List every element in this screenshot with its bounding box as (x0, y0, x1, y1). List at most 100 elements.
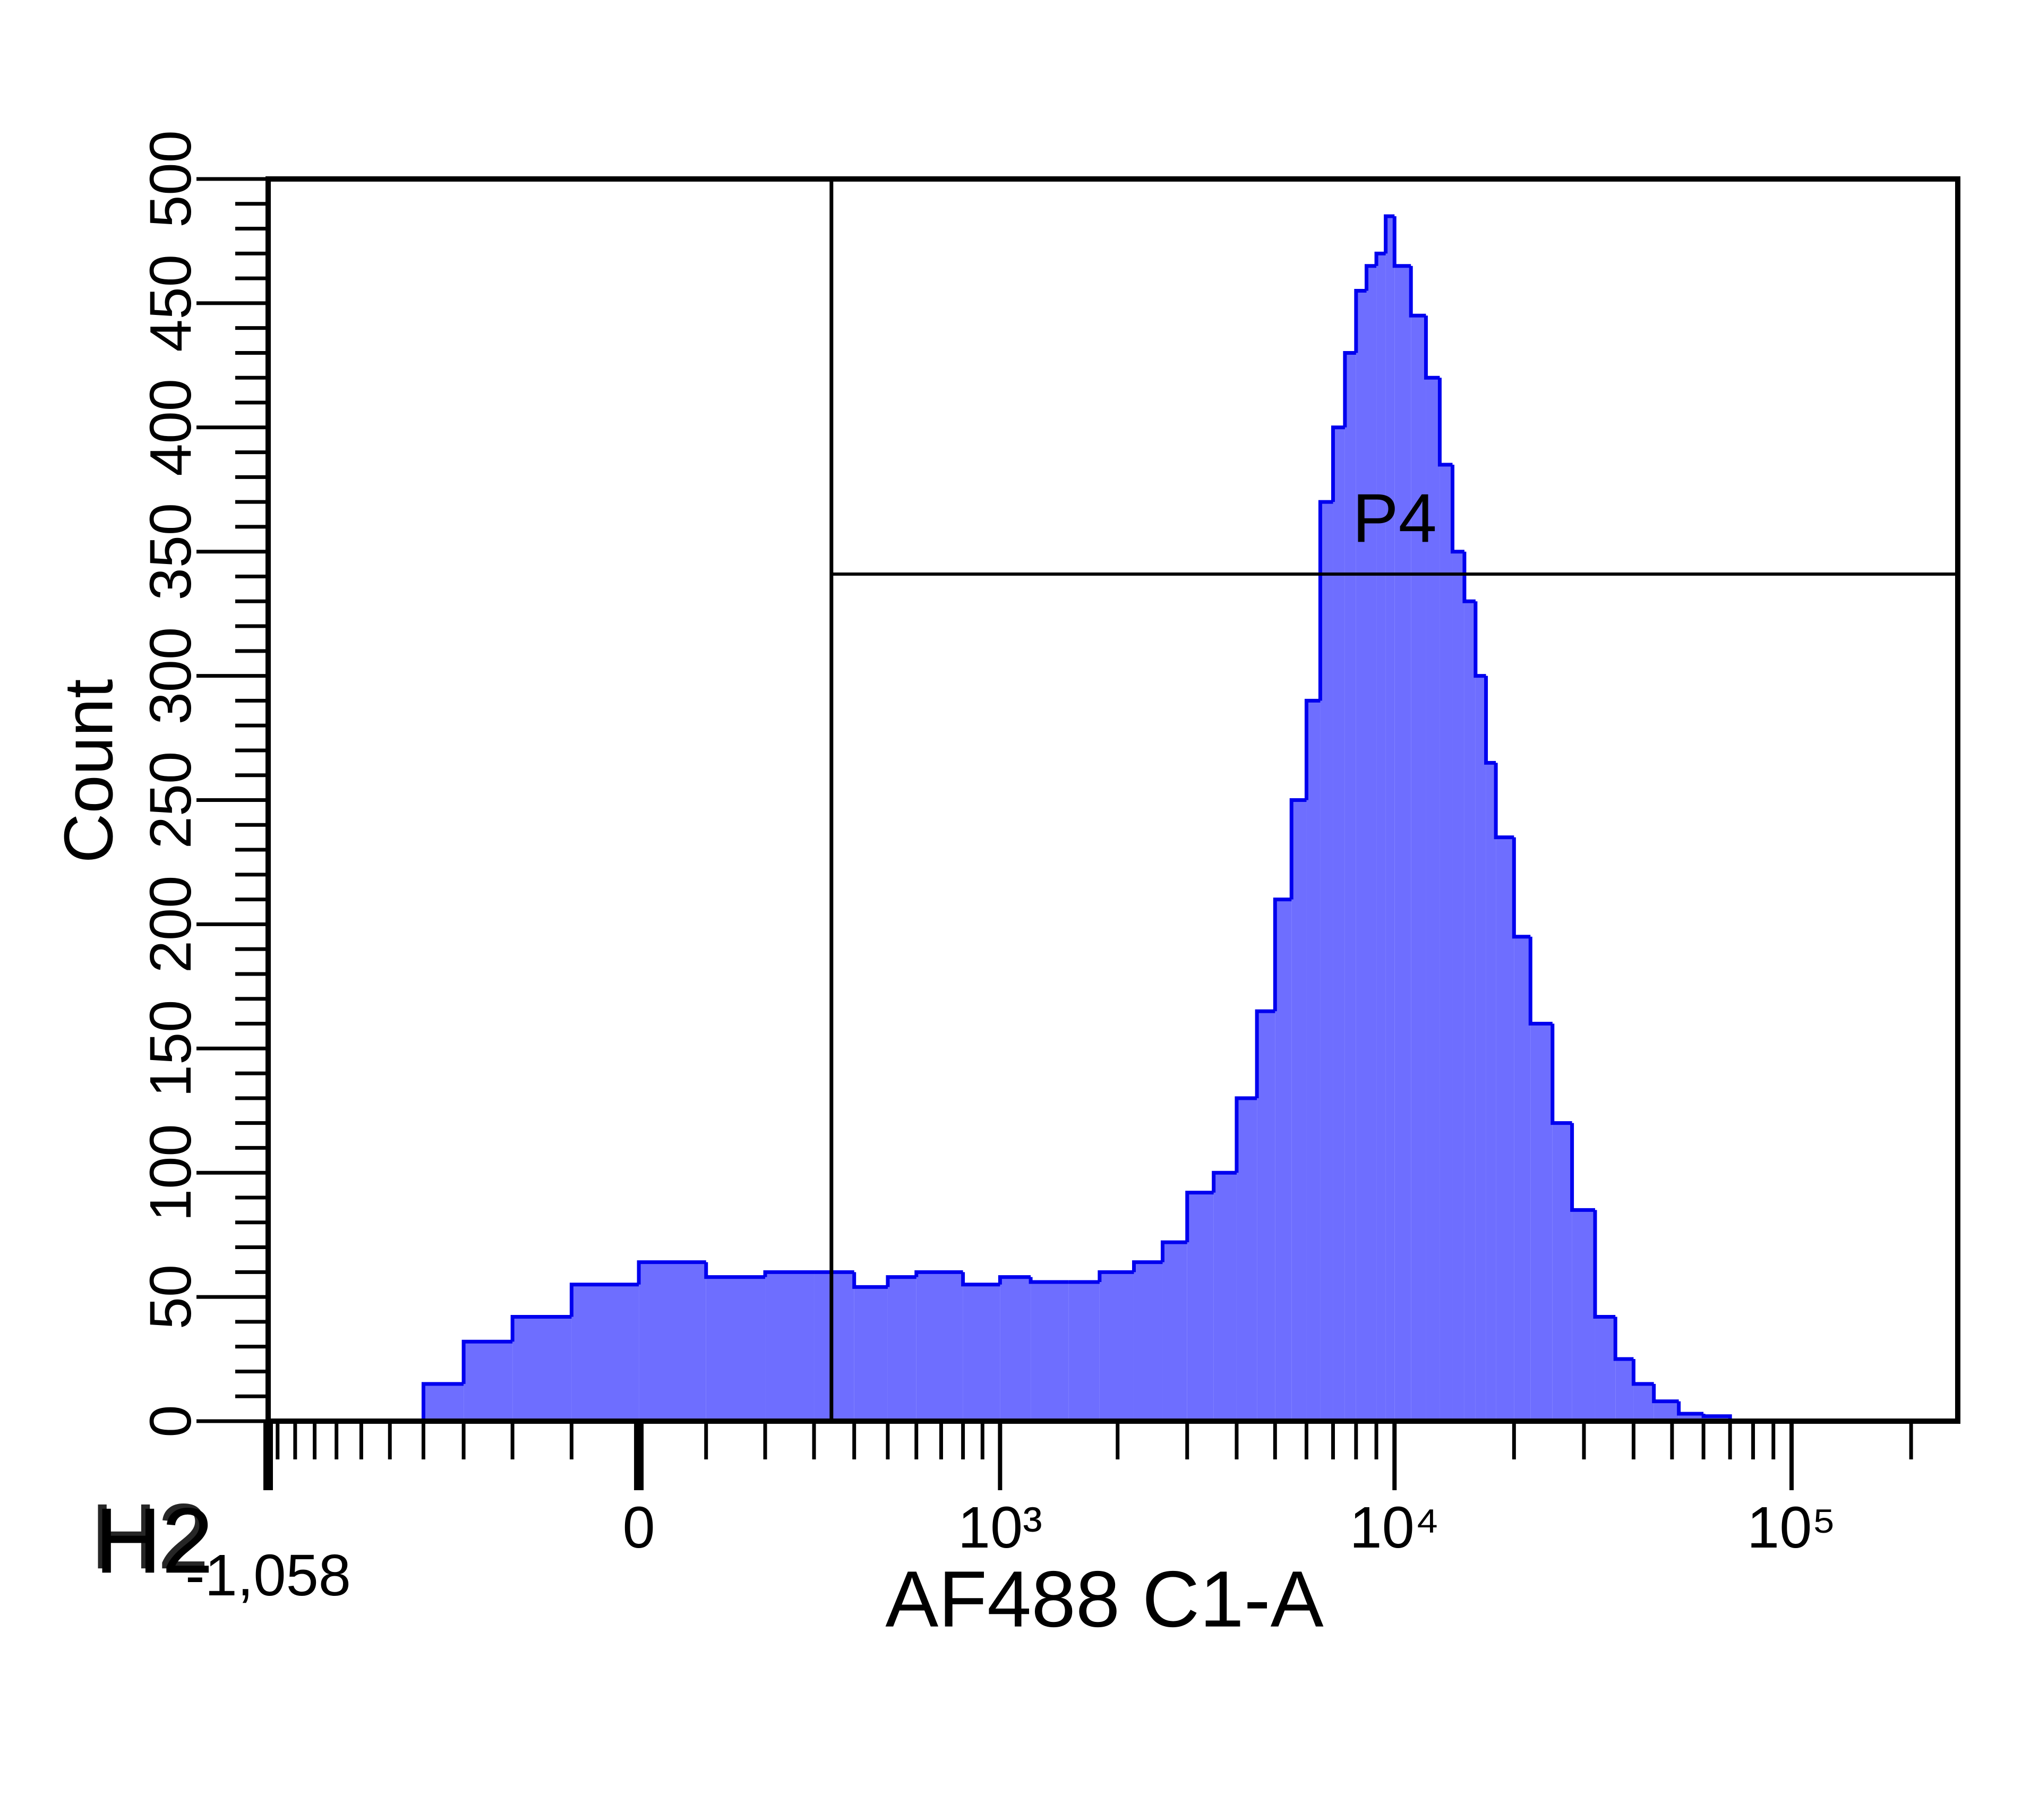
bar-edge (1365, 264, 1377, 291)
bar (1257, 1011, 1275, 1421)
bar-edge (1235, 1096, 1257, 1173)
bar-edge (1652, 1383, 1679, 1404)
bar-edge (1473, 601, 1486, 678)
bar-edge (1185, 1191, 1214, 1243)
bar-edge (569, 1283, 639, 1317)
bar-edge (1098, 1270, 1134, 1283)
bar-edge (852, 1272, 888, 1289)
bar (1464, 601, 1476, 1421)
bar (1333, 427, 1345, 1421)
bar (1595, 1317, 1616, 1421)
bar-edge (1528, 936, 1553, 1026)
x-tick-label: 10⁴ (1349, 1495, 1440, 1560)
y-tick-label: 200 (138, 876, 203, 973)
bar-edge (1304, 698, 1321, 800)
bar-edge (421, 1382, 464, 1421)
bar (1031, 1282, 1069, 1421)
bar-edge (1343, 351, 1356, 428)
bar-edge (1494, 763, 1514, 840)
bar-edge (1570, 1123, 1595, 1212)
bar (1366, 266, 1377, 1422)
y-tick-label: 150 (138, 1000, 203, 1098)
bar-edge (914, 1270, 963, 1277)
y-axis-title: Count (49, 679, 127, 864)
bar-edge (1289, 798, 1307, 900)
bar (1320, 502, 1333, 1421)
bar (639, 1262, 706, 1421)
bar-edge (1384, 214, 1395, 254)
bar-edge (1677, 1401, 1704, 1416)
bar-edge (1512, 837, 1531, 939)
bar (1615, 1359, 1634, 1421)
bar (916, 1272, 963, 1421)
bar (1514, 936, 1531, 1421)
bar (1306, 700, 1321, 1421)
bar (1291, 800, 1307, 1421)
bar-edge (461, 1339, 513, 1384)
bar-edge (637, 1260, 706, 1285)
bar (1572, 1210, 1595, 1421)
bar (814, 1272, 854, 1421)
bar-edge (1160, 1240, 1187, 1262)
bar (571, 1284, 639, 1421)
y-tick-label: 400 (138, 379, 203, 476)
bar-edge (1255, 1009, 1275, 1098)
bar (706, 1277, 766, 1421)
y-tick-label: 350 (138, 503, 203, 601)
bar-edge (1593, 1210, 1616, 1319)
x-tick-label: -1,058 (185, 1543, 351, 1608)
bar (1452, 551, 1464, 1421)
bar (1654, 1401, 1679, 1421)
bar (512, 1317, 572, 1421)
bar (1236, 1098, 1257, 1421)
x-tick-label: 0 (622, 1495, 655, 1560)
bar (1411, 315, 1426, 1421)
bar (1394, 266, 1411, 1422)
bar-edge (1132, 1260, 1163, 1272)
y-tick-label: 500 (138, 130, 203, 228)
bar (1099, 1272, 1134, 1421)
bar (963, 1284, 1000, 1421)
bar-edge (1424, 315, 1440, 380)
bar-edge (1462, 551, 1476, 603)
bar-edge (886, 1275, 916, 1287)
bar (464, 1341, 513, 1421)
y-tick-label: 0 (138, 1405, 203, 1437)
bar-edge (1318, 500, 1333, 701)
bar (1187, 1192, 1214, 1421)
y-tick-label: 300 (138, 627, 203, 725)
bar (1376, 253, 1386, 1421)
gate-label: P4 (1352, 479, 1437, 557)
plot-label-shadow: H2 (95, 1489, 213, 1593)
y-tick-label: 450 (138, 254, 203, 352)
x-tick-label: 10⁵ (1747, 1495, 1836, 1560)
bar-edge (1354, 289, 1367, 353)
bar-edge (961, 1272, 1000, 1287)
bar (1426, 378, 1440, 1421)
bar-edge (1484, 676, 1496, 765)
bar-edge (1550, 1023, 1572, 1125)
bar-edge (1029, 1277, 1069, 1284)
bar (1275, 899, 1292, 1421)
bar-edge (510, 1315, 572, 1342)
bar-edge (1212, 1170, 1237, 1193)
bar-edge (1331, 425, 1345, 502)
x-axis-title: AF488 C1-A (885, 1554, 1323, 1644)
bar-edge (763, 1270, 815, 1277)
bar (1530, 1023, 1553, 1421)
bar (1068, 1282, 1100, 1421)
x-tick-label: 10³ (958, 1495, 1042, 1560)
bar (1496, 837, 1514, 1421)
bar (765, 1272, 815, 1421)
bar-edge (1631, 1359, 1654, 1386)
bar-edge (1273, 898, 1292, 1012)
bar (887, 1277, 916, 1421)
bar-edge (1613, 1317, 1634, 1361)
bar (1213, 1173, 1237, 1421)
y-tick-label: 250 (138, 751, 203, 849)
bar (1344, 353, 1356, 1422)
y-tick-label: 50 (138, 1264, 203, 1329)
bar (1552, 1123, 1572, 1421)
